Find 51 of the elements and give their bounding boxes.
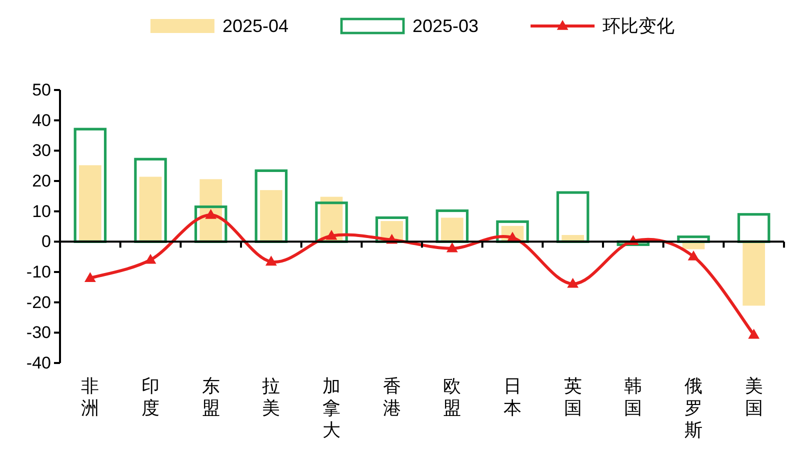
bar xyxy=(737,213,770,243)
y-tick-label: 50 xyxy=(32,80,51,100)
point xyxy=(326,230,338,240)
bar xyxy=(134,158,167,243)
x-tick-label: 印度 xyxy=(142,376,160,418)
y-tick-label: -40 xyxy=(26,354,51,372)
bar xyxy=(496,220,529,243)
bar xyxy=(436,209,469,243)
x-tick-label: 韩国 xyxy=(624,376,642,418)
x-tick-label: 俄罗斯 xyxy=(684,376,702,440)
bar xyxy=(200,179,222,242)
bar xyxy=(74,128,107,243)
bar xyxy=(79,165,102,242)
bar xyxy=(260,190,282,242)
x-tick-label: 日本 xyxy=(504,376,522,418)
bar xyxy=(375,216,408,243)
point xyxy=(205,208,217,219)
x-tick-label: 欧盟 xyxy=(443,376,462,418)
point xyxy=(567,278,579,288)
bar xyxy=(139,176,162,242)
bar xyxy=(742,242,765,306)
x-tick-label: 拉美 xyxy=(262,376,280,418)
x-tick-label: 非洲 xyxy=(81,376,100,418)
bar xyxy=(315,202,348,243)
bar xyxy=(616,240,650,246)
y-tick-label: 20 xyxy=(32,172,51,190)
bar xyxy=(254,169,288,243)
y-tick-label: 0 xyxy=(42,232,51,252)
point xyxy=(688,250,700,260)
x-tick-label: 加拿大 xyxy=(322,376,340,440)
x-tick-label: 英国 xyxy=(564,376,582,418)
legend-label: 环比变化 xyxy=(602,16,675,36)
y-tick-label: 30 xyxy=(32,141,51,160)
legend-label: 2025-03 xyxy=(412,16,479,36)
point xyxy=(84,272,96,282)
y-tick-label: -10 xyxy=(26,262,51,282)
point xyxy=(144,254,156,264)
x-tick-label: 香港 xyxy=(382,376,401,418)
y-tick-label: -30 xyxy=(26,323,51,342)
bar xyxy=(194,205,228,243)
bar xyxy=(677,236,710,243)
bar xyxy=(556,191,590,243)
y-tick-label: 10 xyxy=(32,202,51,221)
legend-label: 2025-04 xyxy=(222,16,288,36)
point xyxy=(446,242,458,252)
point xyxy=(748,328,760,339)
point xyxy=(265,256,277,266)
x-tick-label: 美国 xyxy=(744,376,763,418)
x-tick-label: 东盟 xyxy=(202,376,220,418)
y-tick-label: 40 xyxy=(32,110,51,130)
y-tick-label: -20 xyxy=(26,292,51,312)
